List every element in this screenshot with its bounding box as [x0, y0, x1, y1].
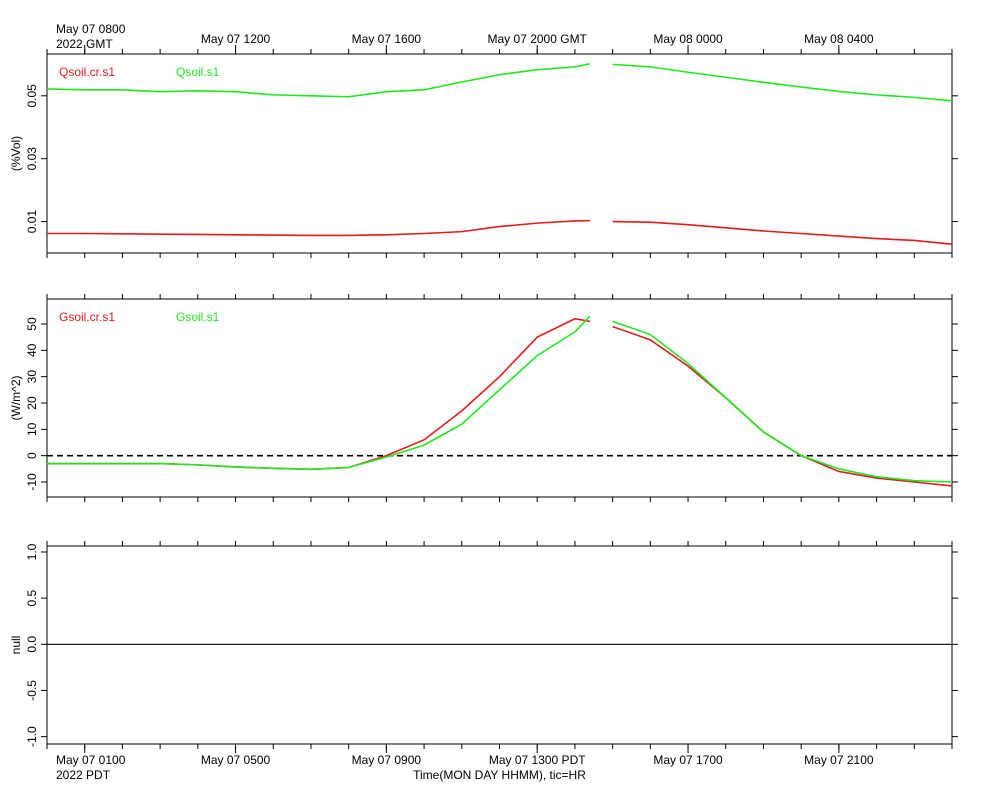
y-tick-label: -1.0 — [25, 726, 39, 747]
y-tick-label: 50 — [25, 317, 39, 331]
series-line — [46, 62, 953, 102]
y-tick-label: 0.03 — [25, 147, 39, 171]
x-tick-label: May 07 1700 — [653, 753, 723, 767]
x-note: 2022 PDT — [56, 768, 111, 782]
plot-frame — [46, 298, 953, 498]
y-axis-label: null — [9, 636, 23, 655]
y-axis-label: (W/m^2) — [9, 376, 23, 421]
x-tick-label: May 07 0500 — [201, 753, 271, 767]
y-tick-label: 0.0 — [25, 636, 39, 653]
y-tick-label: 0.5 — [25, 589, 39, 606]
x2-tick-label: May 07 1600 — [352, 32, 422, 46]
y-axis-label: (%Vol) — [9, 136, 23, 171]
x-tick-label: May 07 2100 — [804, 753, 874, 767]
y-tick-label: 40 — [25, 343, 39, 357]
x2-note: 2022 GMT — [56, 37, 113, 51]
x-tick-label: May 07 0100 — [56, 753, 126, 767]
y-tick-label: -10 — [25, 473, 39, 491]
plot-frame — [46, 53, 953, 254]
x-axis-label: Time(MON DAY HHMM), tic=HR — [413, 768, 586, 782]
legend-label: Qsoil.s1 — [176, 65, 220, 79]
y-tick-label: 20 — [25, 396, 39, 410]
y-tick-label: 0.01 — [25, 210, 39, 234]
x2-tick-label: May 07 1200 — [201, 32, 271, 46]
legend-label: Gsoil.s1 — [176, 310, 220, 324]
y-tick-label: 1.0 — [25, 543, 39, 560]
y-tick-label: 10 — [25, 422, 39, 436]
x-tick-label: May 07 1300 PDT — [489, 753, 586, 767]
series-line — [47, 219, 953, 245]
series-line — [47, 315, 953, 483]
x2-tick-label: May 08 0400 — [804, 32, 874, 46]
x-tick-label: May 07 0900 — [352, 753, 422, 767]
x2-tick-label: May 08 0000 — [653, 32, 723, 46]
y-tick-label: -0.5 — [25, 680, 39, 701]
y-tick-label: 0 — [25, 452, 39, 459]
x2-tick-label: May 07 0800 — [56, 22, 126, 36]
plot-frame — [46, 545, 953, 745]
legend-label: Gsoil.cr.s1 — [59, 310, 115, 324]
y-tick-label: 0.05 — [25, 84, 39, 108]
legend-label: Qsoil.cr.s1 — [59, 65, 115, 79]
x2-tick-label: May 07 2000 GMT — [488, 32, 588, 46]
y-tick-label: 30 — [25, 370, 39, 384]
